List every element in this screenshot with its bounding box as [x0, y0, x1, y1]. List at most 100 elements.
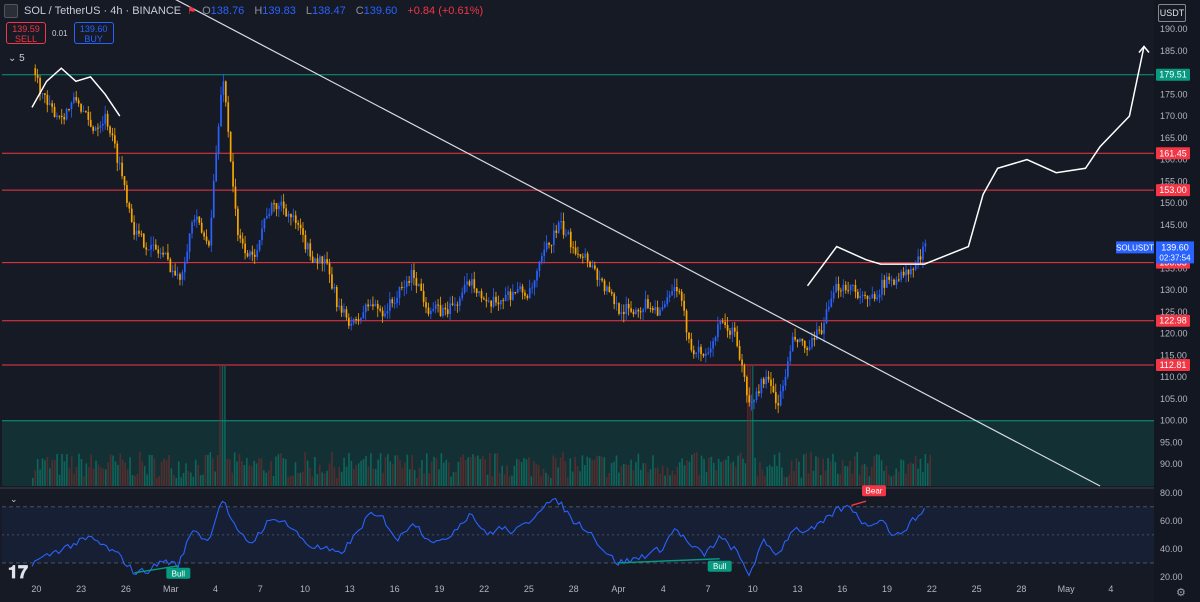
candle-body: [560, 220, 562, 223]
time-tick-0: 20: [31, 584, 41, 594]
candle-body: [548, 242, 550, 245]
candle-body: [902, 271, 905, 276]
candle-body: [755, 391, 758, 400]
candle-body: [837, 283, 840, 291]
buy-button[interactable]: 139.60 BUY: [73, 22, 114, 44]
volume-bar: [433, 456, 435, 486]
candle-body: [562, 220, 565, 235]
candle-body: [116, 143, 119, 163]
candle-body: [133, 221, 136, 235]
volume-bar: [481, 455, 484, 486]
time-tick-3: Mar: [163, 584, 179, 594]
volume-bar: [759, 462, 761, 486]
candle-body: [331, 274, 333, 289]
candle-body: [765, 376, 768, 385]
candle-body: [44, 93, 46, 95]
settings-gear-icon[interactable]: ⚙: [1176, 587, 1186, 599]
candle-body: [275, 203, 278, 210]
volume-bar: [377, 459, 379, 486]
candle-body: [191, 222, 193, 234]
volume-bar: [873, 456, 876, 486]
candle-body: [265, 215, 268, 219]
candle-body: [569, 231, 572, 248]
candle-body: [456, 304, 459, 306]
rsi-tick-0: 80.00: [1160, 488, 1183, 498]
time-tick-16: 10: [748, 584, 758, 594]
volume-bar: [530, 476, 533, 486]
volume-bar: [219, 366, 221, 486]
candle-body: [620, 312, 623, 314]
ohlc-close: C139.60: [355, 5, 398, 17]
candle-body: [224, 81, 227, 103]
candle-body: [480, 291, 483, 299]
candle-body: [861, 294, 864, 296]
candle-body: [449, 303, 452, 315]
volume-bar: [153, 458, 156, 486]
candle-body: [731, 327, 734, 335]
candle-body: [287, 213, 290, 217]
volume-bar: [866, 466, 868, 486]
volume-bar: [579, 471, 581, 486]
candle-body: [417, 283, 420, 286]
volume-bar: [87, 467, 90, 486]
time-tick-6: 10: [300, 584, 310, 594]
indicators-toggle[interactable]: ⌄ 5: [8, 53, 25, 64]
early-sketch-path: [31, 67, 121, 117]
candle-body: [34, 68, 37, 75]
volume-bar: [121, 459, 124, 486]
volume-bar: [900, 459, 902, 486]
candle-body: [316, 258, 319, 264]
volume-bar: [727, 456, 730, 486]
candle-body: [842, 284, 845, 292]
rsi-tick-2: 40.00: [1160, 544, 1183, 554]
flag-icon[interactable]: ⚑: [187, 5, 197, 17]
candle-body: [432, 309, 435, 311]
volume-bar: [134, 475, 136, 486]
candle-body: [598, 278, 601, 280]
candle-body: [70, 102, 73, 110]
volume-bar: [284, 459, 287, 486]
currency-selector[interactable]: USDT: [1158, 4, 1186, 22]
volume-bar: [53, 460, 56, 486]
candle-body: [306, 243, 309, 250]
candle-body: [155, 244, 157, 250]
volume-bar: [119, 453, 122, 486]
volume-bar: [591, 460, 593, 486]
candle-body: [340, 305, 343, 313]
candle-body: [227, 102, 230, 132]
volume-bar: [576, 466, 579, 486]
volume-bar: [559, 457, 562, 486]
volume-bar: [460, 456, 462, 486]
volume-bar: [406, 454, 409, 486]
symbol-title[interactable]: SOL / TetherUS · 4h · BINANCE: [24, 5, 182, 17]
candle-body: [823, 323, 825, 334]
volume-bar: [389, 461, 392, 486]
candle-body: [905, 269, 907, 276]
candle-body: [410, 270, 413, 283]
volume-bar: [620, 466, 623, 486]
volume-bar: [85, 463, 88, 486]
candle-body: [869, 298, 871, 300]
candle-body: [478, 291, 480, 294]
candle-body: [753, 399, 755, 403]
candle-body: [516, 289, 519, 293]
volume-bar: [95, 460, 97, 486]
volume-bar: [328, 463, 331, 486]
volume-bar: [562, 452, 564, 486]
volume-bar: [644, 463, 647, 486]
volume-bar: [236, 461, 238, 486]
candle-body: [46, 94, 49, 105]
volume-bar: [165, 460, 168, 486]
volume-bar: [418, 467, 421, 486]
candle-body: [68, 108, 70, 110]
sell-button[interactable]: 139.59 SELL: [6, 22, 46, 44]
volume-bar: [73, 474, 75, 486]
candle-body: [53, 106, 56, 117]
tradingview-logo-icon[interactable]: 𝟏𝟕: [8, 562, 29, 582]
candle-body: [471, 279, 473, 286]
volume-bar: [282, 458, 285, 486]
level-label-5: 112.81: [1160, 360, 1187, 370]
candle-body: [164, 252, 167, 255]
candle-body: [586, 253, 589, 262]
